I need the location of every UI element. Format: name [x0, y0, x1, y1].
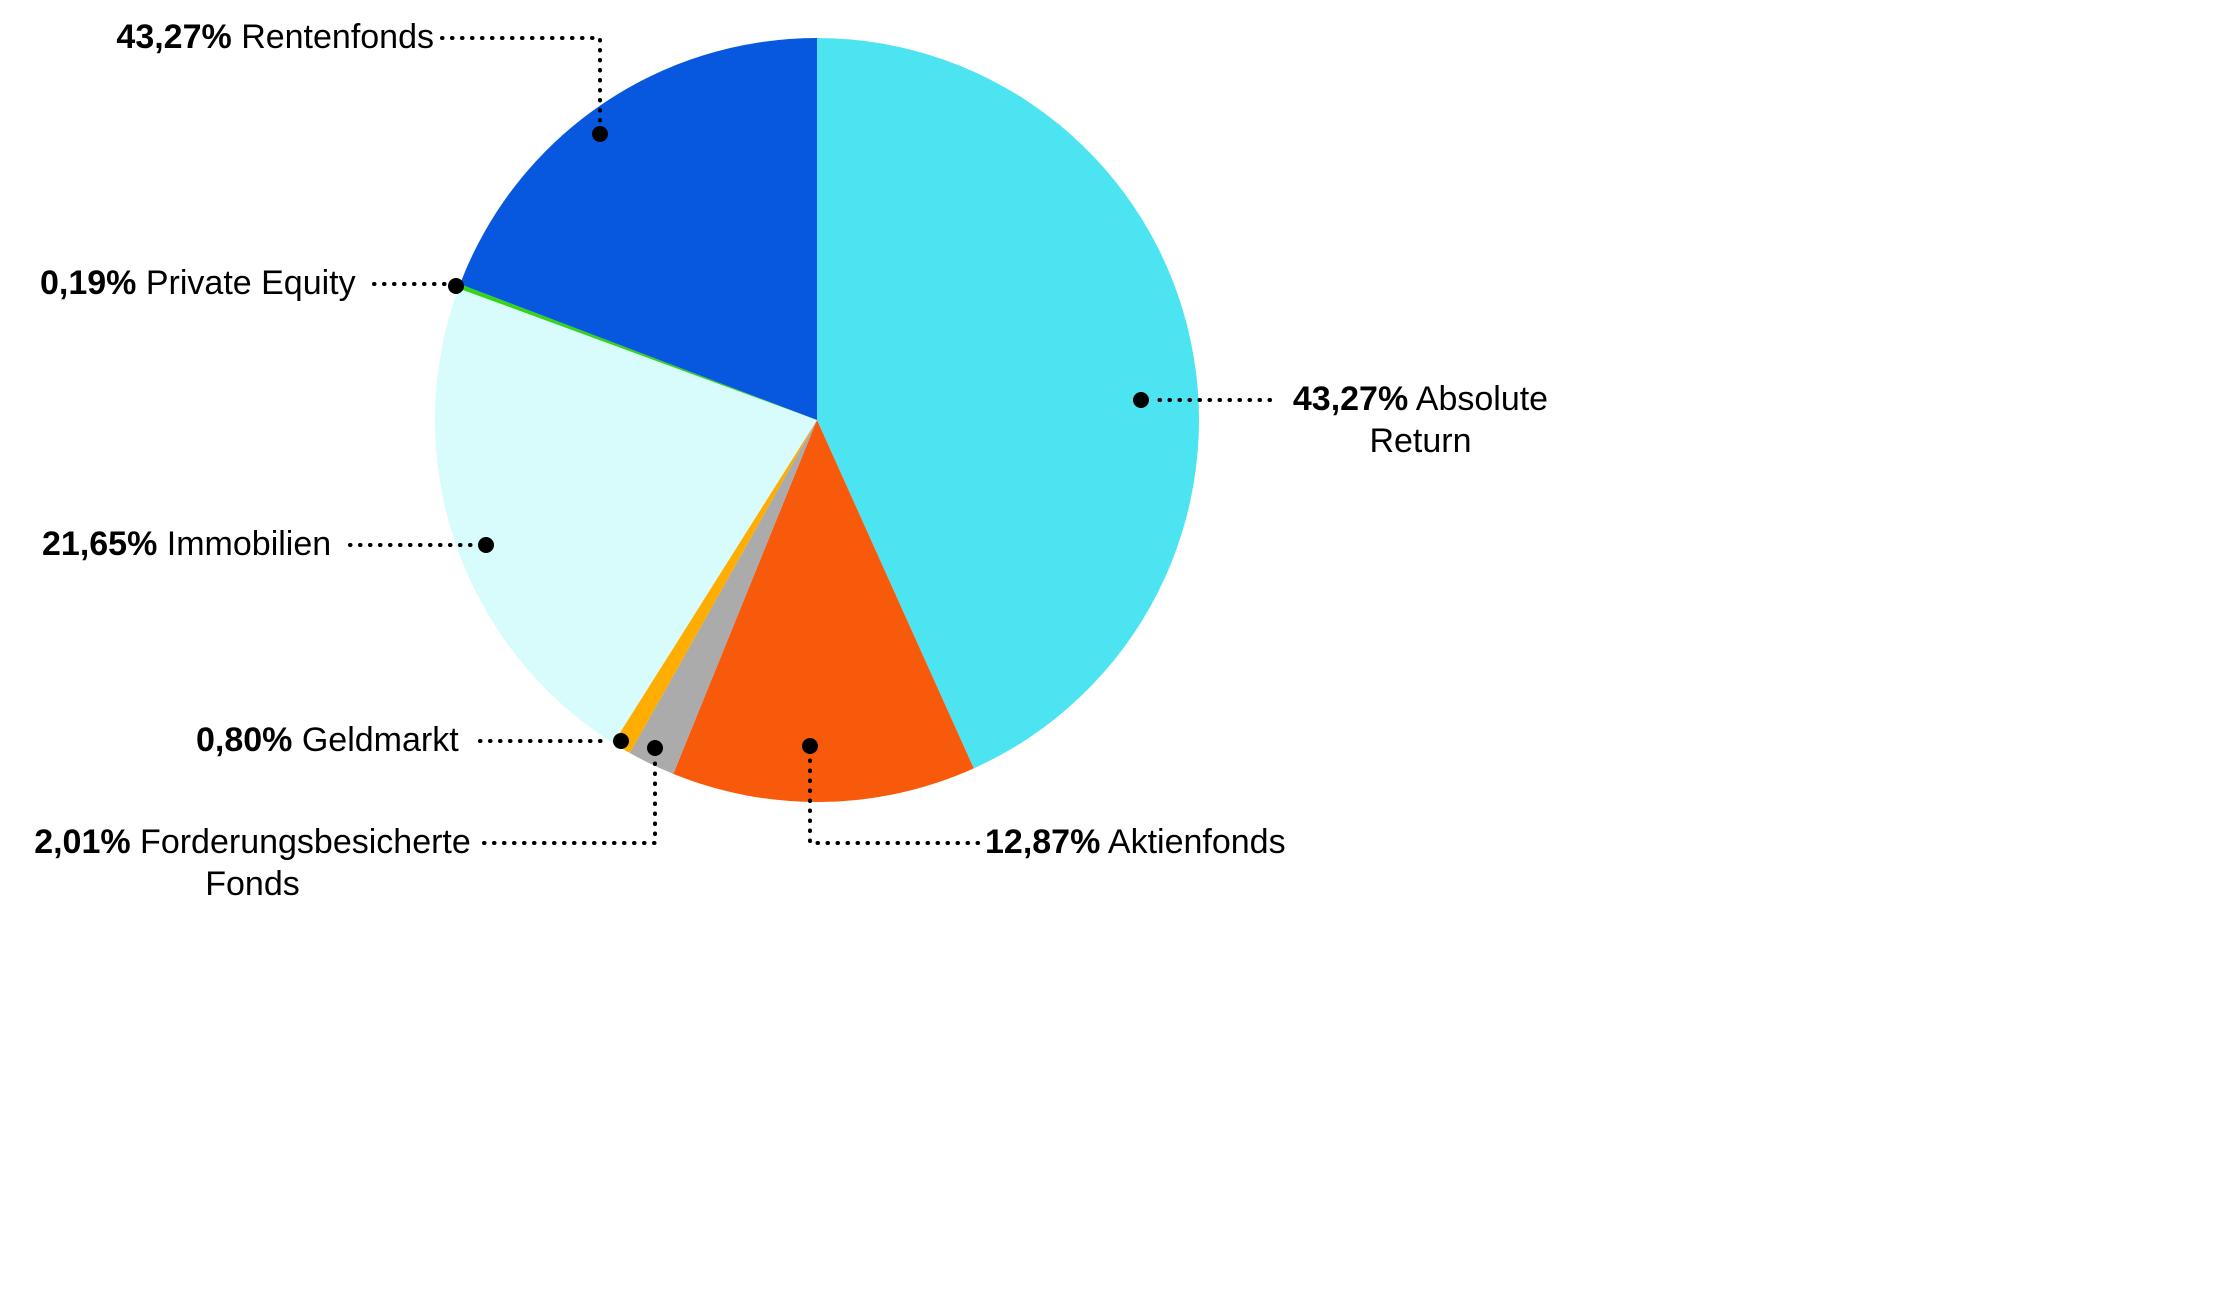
- callout-dot-aktienfonds: [802, 738, 818, 754]
- pie-slice-1-aktienfonds: [673, 420, 974, 802]
- label-rentenfonds-name: Rentenfonds: [241, 18, 434, 56]
- label-geldmarkt-pct: 0,80%: [196, 721, 293, 759]
- label-aktienfonds-pct: 12,87%: [985, 823, 1101, 861]
- pie-slice-6-rentenfonds: [460, 38, 817, 420]
- callout-dot-immobilien: [478, 537, 494, 553]
- pie-slice-5-private-equity: [458, 284, 817, 420]
- callout-dot-private-equity: [448, 278, 464, 294]
- label-rentenfonds-pct: 43,27%: [116, 18, 232, 56]
- label-private-equity-name: Private Equity: [145, 264, 356, 302]
- label-immobilien-name: Immobilien: [166, 525, 332, 563]
- leader-line-aktienfonds: [808, 754, 980, 845]
- label-immobilien-pct: 21,65%: [42, 525, 158, 563]
- label-private-equity-pct: 0,19%: [40, 264, 137, 302]
- leader-lines: [348, 36, 1272, 845]
- callout-dots: [448, 126, 1149, 756]
- callout-dot-geldmarkt: [613, 733, 629, 749]
- callout-dot-absolute-return: [1133, 392, 1149, 408]
- leader-line-forderungs: [482, 756, 657, 845]
- label-aktienfonds: 12,87% Aktienfonds: [985, 821, 1286, 863]
- label-absolute-return-name: Absolute Return: [1369, 380, 1549, 461]
- label-absolute-return: 43,27% Absolute Return: [1283, 378, 1558, 462]
- pie-slice-3-geldmarkt: [613, 420, 817, 753]
- leader-line-rentenfonds: [440, 36, 602, 128]
- callout-dot-rentenfonds: [592, 126, 608, 142]
- label-forderungsbesicherte-fonds: 2,01% Forderungsbesicherte Fonds: [25, 821, 480, 905]
- label-absolute-return-pct: 43,27%: [1292, 380, 1409, 418]
- pie-slice-2-forderungsbesicherte-fonds: [629, 420, 817, 774]
- label-rentenfonds: 43,27% Rentenfonds: [88, 16, 434, 58]
- label-forderungsbesicherte-fonds-name: Forderungsbesicherte Fonds: [140, 823, 471, 904]
- label-geldmarkt-name: Geldmarkt: [301, 721, 459, 759]
- label-aktienfonds-name: Aktienfonds: [1107, 823, 1286, 861]
- label-immobilien: 21,65% Immobilien: [42, 523, 331, 565]
- pie-slice-4-immobilien: [434, 288, 817, 744]
- pie-slice-0-absolute-return: [817, 38, 1199, 769]
- pie-slices: [434, 38, 1199, 802]
- label-private-equity: 0,19% Private Equity: [40, 262, 356, 304]
- label-geldmarkt: 0,80% Geldmarkt: [196, 719, 459, 761]
- callout-dot-forderungs: [647, 740, 663, 756]
- label-forderungsbesicherte-fonds-pct: 2,01%: [34, 823, 131, 861]
